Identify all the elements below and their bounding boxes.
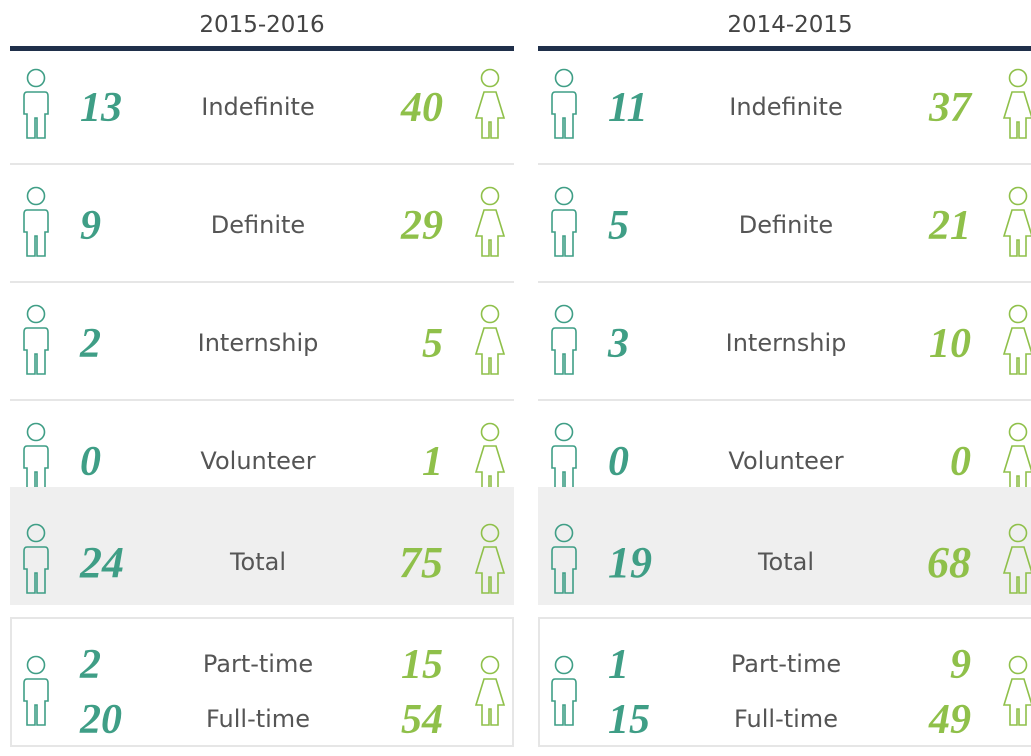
male-icon: [23, 523, 49, 594]
women-count: 5: [422, 321, 443, 367]
women-count: 75: [399, 538, 443, 587]
women-count: 15: [401, 642, 443, 688]
row-label: Definite: [210, 211, 306, 239]
row-separator: [538, 281, 1031, 283]
hours-box: [538, 617, 1031, 747]
row-label: Definite: [738, 211, 834, 239]
men-count: 2: [80, 642, 101, 688]
men-count: 20: [80, 697, 122, 743]
row-label: Indefinite: [201, 93, 315, 121]
women-count: 0: [950, 439, 971, 485]
panel-title: 2015-2016: [199, 12, 325, 38]
men-count: 24: [80, 538, 124, 587]
female-icon: [1002, 68, 1031, 139]
female-icon: [1002, 523, 1031, 594]
female-icon: [474, 186, 506, 257]
women-count: 68: [927, 538, 971, 587]
men-count: 19: [608, 538, 652, 587]
men-count: 13: [80, 85, 122, 131]
men-count: 0: [80, 439, 101, 485]
male-icon: [551, 655, 577, 726]
men-count: 1: [608, 642, 629, 688]
male-icon: [23, 68, 49, 139]
row-label: Full-time: [206, 705, 310, 733]
male-icon: [23, 422, 49, 493]
row-separator: [10, 281, 514, 283]
hours-box: [10, 617, 514, 747]
male-icon: [551, 422, 577, 493]
row-label: Indefinite: [729, 93, 843, 121]
row-label: Part-time: [202, 650, 314, 678]
women-count: 21: [929, 203, 971, 249]
male-icon: [551, 523, 577, 594]
female-icon: [474, 655, 506, 726]
total-background: [538, 487, 1031, 605]
women-count: 29: [401, 203, 443, 249]
female-icon: [474, 422, 506, 493]
row-separator: [538, 399, 1031, 401]
men-count: 5: [608, 203, 629, 249]
row-label: Full-time: [734, 705, 838, 733]
panel-title: 2014-2015: [727, 12, 853, 38]
women-count: 9: [950, 642, 971, 688]
women-count: 37: [929, 85, 971, 131]
row-label: Part-time: [730, 650, 842, 678]
women-count: 49: [929, 697, 971, 743]
men-count: 2: [80, 321, 101, 367]
female-icon: [474, 68, 506, 139]
row-separator: [10, 163, 514, 165]
row-label: Total: [229, 548, 287, 576]
women-count: 1: [422, 439, 443, 485]
row-label: Internship: [197, 329, 319, 357]
row-label: Volunteer: [200, 447, 316, 475]
row-separator: [538, 163, 1031, 165]
male-icon: [23, 186, 49, 257]
female-icon: [1002, 186, 1031, 257]
row-separator: [10, 399, 514, 401]
female-icon: [474, 523, 506, 594]
women-count: 10: [929, 321, 971, 367]
total-background: [10, 487, 514, 605]
men-count: 15: [608, 697, 650, 743]
men-count: 9: [80, 203, 101, 249]
male-icon: [551, 68, 577, 139]
male-icon: [551, 186, 577, 257]
male-icon: [23, 655, 49, 726]
women-count: 54: [401, 697, 443, 743]
men-count: 0: [608, 439, 629, 485]
men-count: 3: [608, 321, 629, 367]
female-icon: [474, 304, 506, 375]
row-label: Internship: [725, 329, 847, 357]
female-icon: [1002, 422, 1031, 493]
male-icon: [551, 304, 577, 375]
header-rule: [538, 46, 1031, 51]
row-label: Volunteer: [728, 447, 844, 475]
row-label: Total: [757, 548, 815, 576]
female-icon: [1002, 304, 1031, 375]
female-icon: [1002, 655, 1031, 726]
men-count: 11: [608, 85, 648, 131]
male-icon: [23, 304, 49, 375]
women-count: 40: [401, 85, 443, 131]
header-rule: [10, 46, 514, 51]
